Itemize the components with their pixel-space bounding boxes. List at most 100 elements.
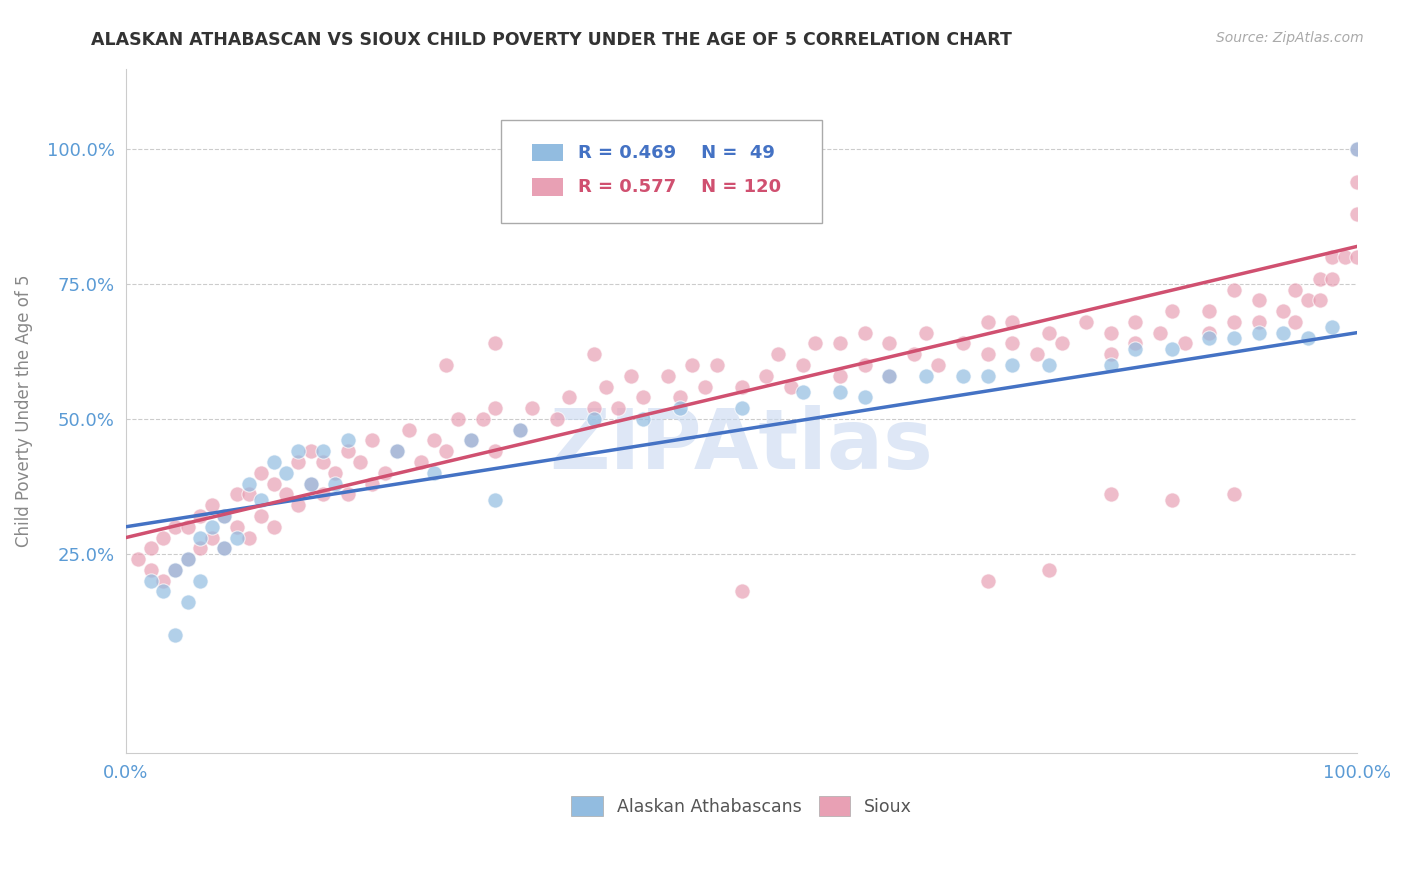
Point (509, 423, 531, 437)
Point (792, 384, 814, 399)
Point (299, 444, 322, 458)
Point (1346, 175, 1368, 189)
Point (385, 444, 408, 458)
Point (165, 627, 187, 641)
Point (188, 508, 211, 523)
Point (1346, 142, 1368, 156)
Point (1333, 250, 1355, 264)
Point (434, 444, 457, 458)
Point (828, 384, 851, 399)
Point (1322, 320, 1344, 334)
Point (853, 326, 876, 340)
Point (238, 487, 260, 501)
Point (287, 455, 309, 469)
Point (1125, 342, 1147, 356)
Point (323, 476, 346, 491)
Point (336, 444, 359, 458)
Point (1161, 342, 1184, 356)
Point (274, 487, 297, 501)
Point (1026, 347, 1049, 361)
Point (558, 390, 581, 404)
Point (361, 476, 384, 491)
Point (460, 434, 482, 448)
Point (582, 347, 605, 361)
Point (139, 541, 162, 556)
Point (1099, 326, 1122, 340)
Point (250, 508, 273, 523)
Point (127, 552, 149, 566)
Point (287, 498, 309, 512)
Point (755, 368, 778, 383)
Point (250, 492, 273, 507)
Point (804, 336, 827, 351)
Point (373, 466, 395, 480)
Point (657, 368, 679, 383)
Point (1161, 304, 1184, 318)
Point (915, 368, 938, 383)
Point (1001, 358, 1024, 372)
Point (1038, 563, 1060, 577)
Point (299, 476, 322, 491)
Legend: Alaskan Athabascans, Sioux: Alaskan Athabascans, Sioux (564, 789, 918, 823)
Point (152, 574, 174, 588)
Point (1223, 331, 1246, 345)
Point (1322, 250, 1344, 264)
Point (706, 358, 728, 372)
Point (434, 358, 457, 372)
Text: ZIPAtlas: ZIPAtlas (550, 405, 934, 485)
Point (1272, 304, 1295, 318)
Point (730, 379, 752, 393)
Point (484, 492, 506, 507)
FancyBboxPatch shape (533, 178, 562, 195)
Point (853, 390, 876, 404)
Point (176, 595, 198, 609)
Point (176, 552, 198, 566)
Point (927, 358, 949, 372)
Point (620, 368, 643, 383)
Point (1296, 293, 1319, 308)
Point (336, 487, 359, 501)
Point (631, 390, 654, 404)
Text: ALASKAN ATHABASCAN VS SIOUX CHILD POVERTY UNDER THE AGE OF 5 CORRELATION CHART: ALASKAN ATHABASCAN VS SIOUX CHILD POVERT… (91, 31, 1012, 49)
Point (312, 444, 335, 458)
Point (250, 466, 273, 480)
Point (188, 541, 211, 556)
Point (263, 455, 285, 469)
Point (1001, 336, 1024, 351)
Point (1284, 315, 1306, 329)
Point (1099, 347, 1122, 361)
Point (152, 531, 174, 545)
Point (1309, 293, 1331, 308)
Point (730, 584, 752, 599)
Point (299, 476, 322, 491)
Point (522, 401, 544, 416)
Point (225, 520, 247, 534)
Point (1346, 250, 1368, 264)
Point (1322, 272, 1344, 286)
Point (1346, 142, 1368, 156)
FancyBboxPatch shape (502, 120, 821, 223)
Point (188, 574, 211, 588)
Point (165, 563, 187, 577)
Point (853, 358, 876, 372)
Point (1296, 331, 1319, 345)
Point (152, 584, 174, 599)
Point (669, 390, 692, 404)
Point (201, 531, 224, 545)
Point (582, 401, 605, 416)
Point (877, 368, 900, 383)
FancyBboxPatch shape (533, 145, 562, 161)
Point (312, 487, 335, 501)
Point (1223, 283, 1246, 297)
Y-axis label: Child Poverty Under the Age of 5: Child Poverty Under the Age of 5 (15, 275, 32, 547)
Point (792, 358, 814, 372)
Point (877, 336, 900, 351)
Point (1309, 272, 1331, 286)
Point (165, 520, 187, 534)
Point (1161, 492, 1184, 507)
Point (460, 434, 482, 448)
Point (1247, 326, 1270, 340)
Point (484, 401, 506, 416)
Point (361, 434, 384, 448)
Point (238, 531, 260, 545)
